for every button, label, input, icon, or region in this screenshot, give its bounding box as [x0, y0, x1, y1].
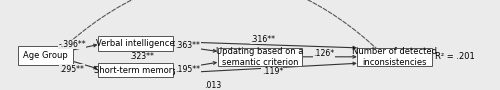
Text: .013: .013	[204, 81, 221, 90]
Text: .363**: .363**	[175, 41, 200, 50]
Text: .323**: .323**	[130, 52, 154, 61]
FancyBboxPatch shape	[98, 36, 172, 51]
Text: Verbal intelligence: Verbal intelligence	[96, 39, 174, 48]
Text: Number of detected
inconsistencies: Number of detected inconsistencies	[352, 47, 437, 67]
Text: Updating based on a
semantic criterion: Updating based on a semantic criterion	[216, 47, 304, 67]
Text: Age Group: Age Group	[23, 51, 68, 60]
FancyBboxPatch shape	[18, 46, 73, 65]
Text: R² = .201: R² = .201	[436, 52, 475, 61]
Text: .126*: .126*	[313, 49, 334, 58]
Text: .295**: .295**	[60, 65, 84, 74]
FancyBboxPatch shape	[218, 48, 302, 66]
Text: .119*: .119*	[262, 67, 283, 76]
Text: .195**: .195**	[175, 65, 200, 74]
Text: -.396**: -.396**	[58, 40, 86, 49]
Text: Short-term memory: Short-term memory	[94, 66, 177, 75]
FancyBboxPatch shape	[357, 48, 432, 66]
Text: .316**: .316**	[250, 35, 275, 44]
FancyBboxPatch shape	[98, 63, 172, 77]
